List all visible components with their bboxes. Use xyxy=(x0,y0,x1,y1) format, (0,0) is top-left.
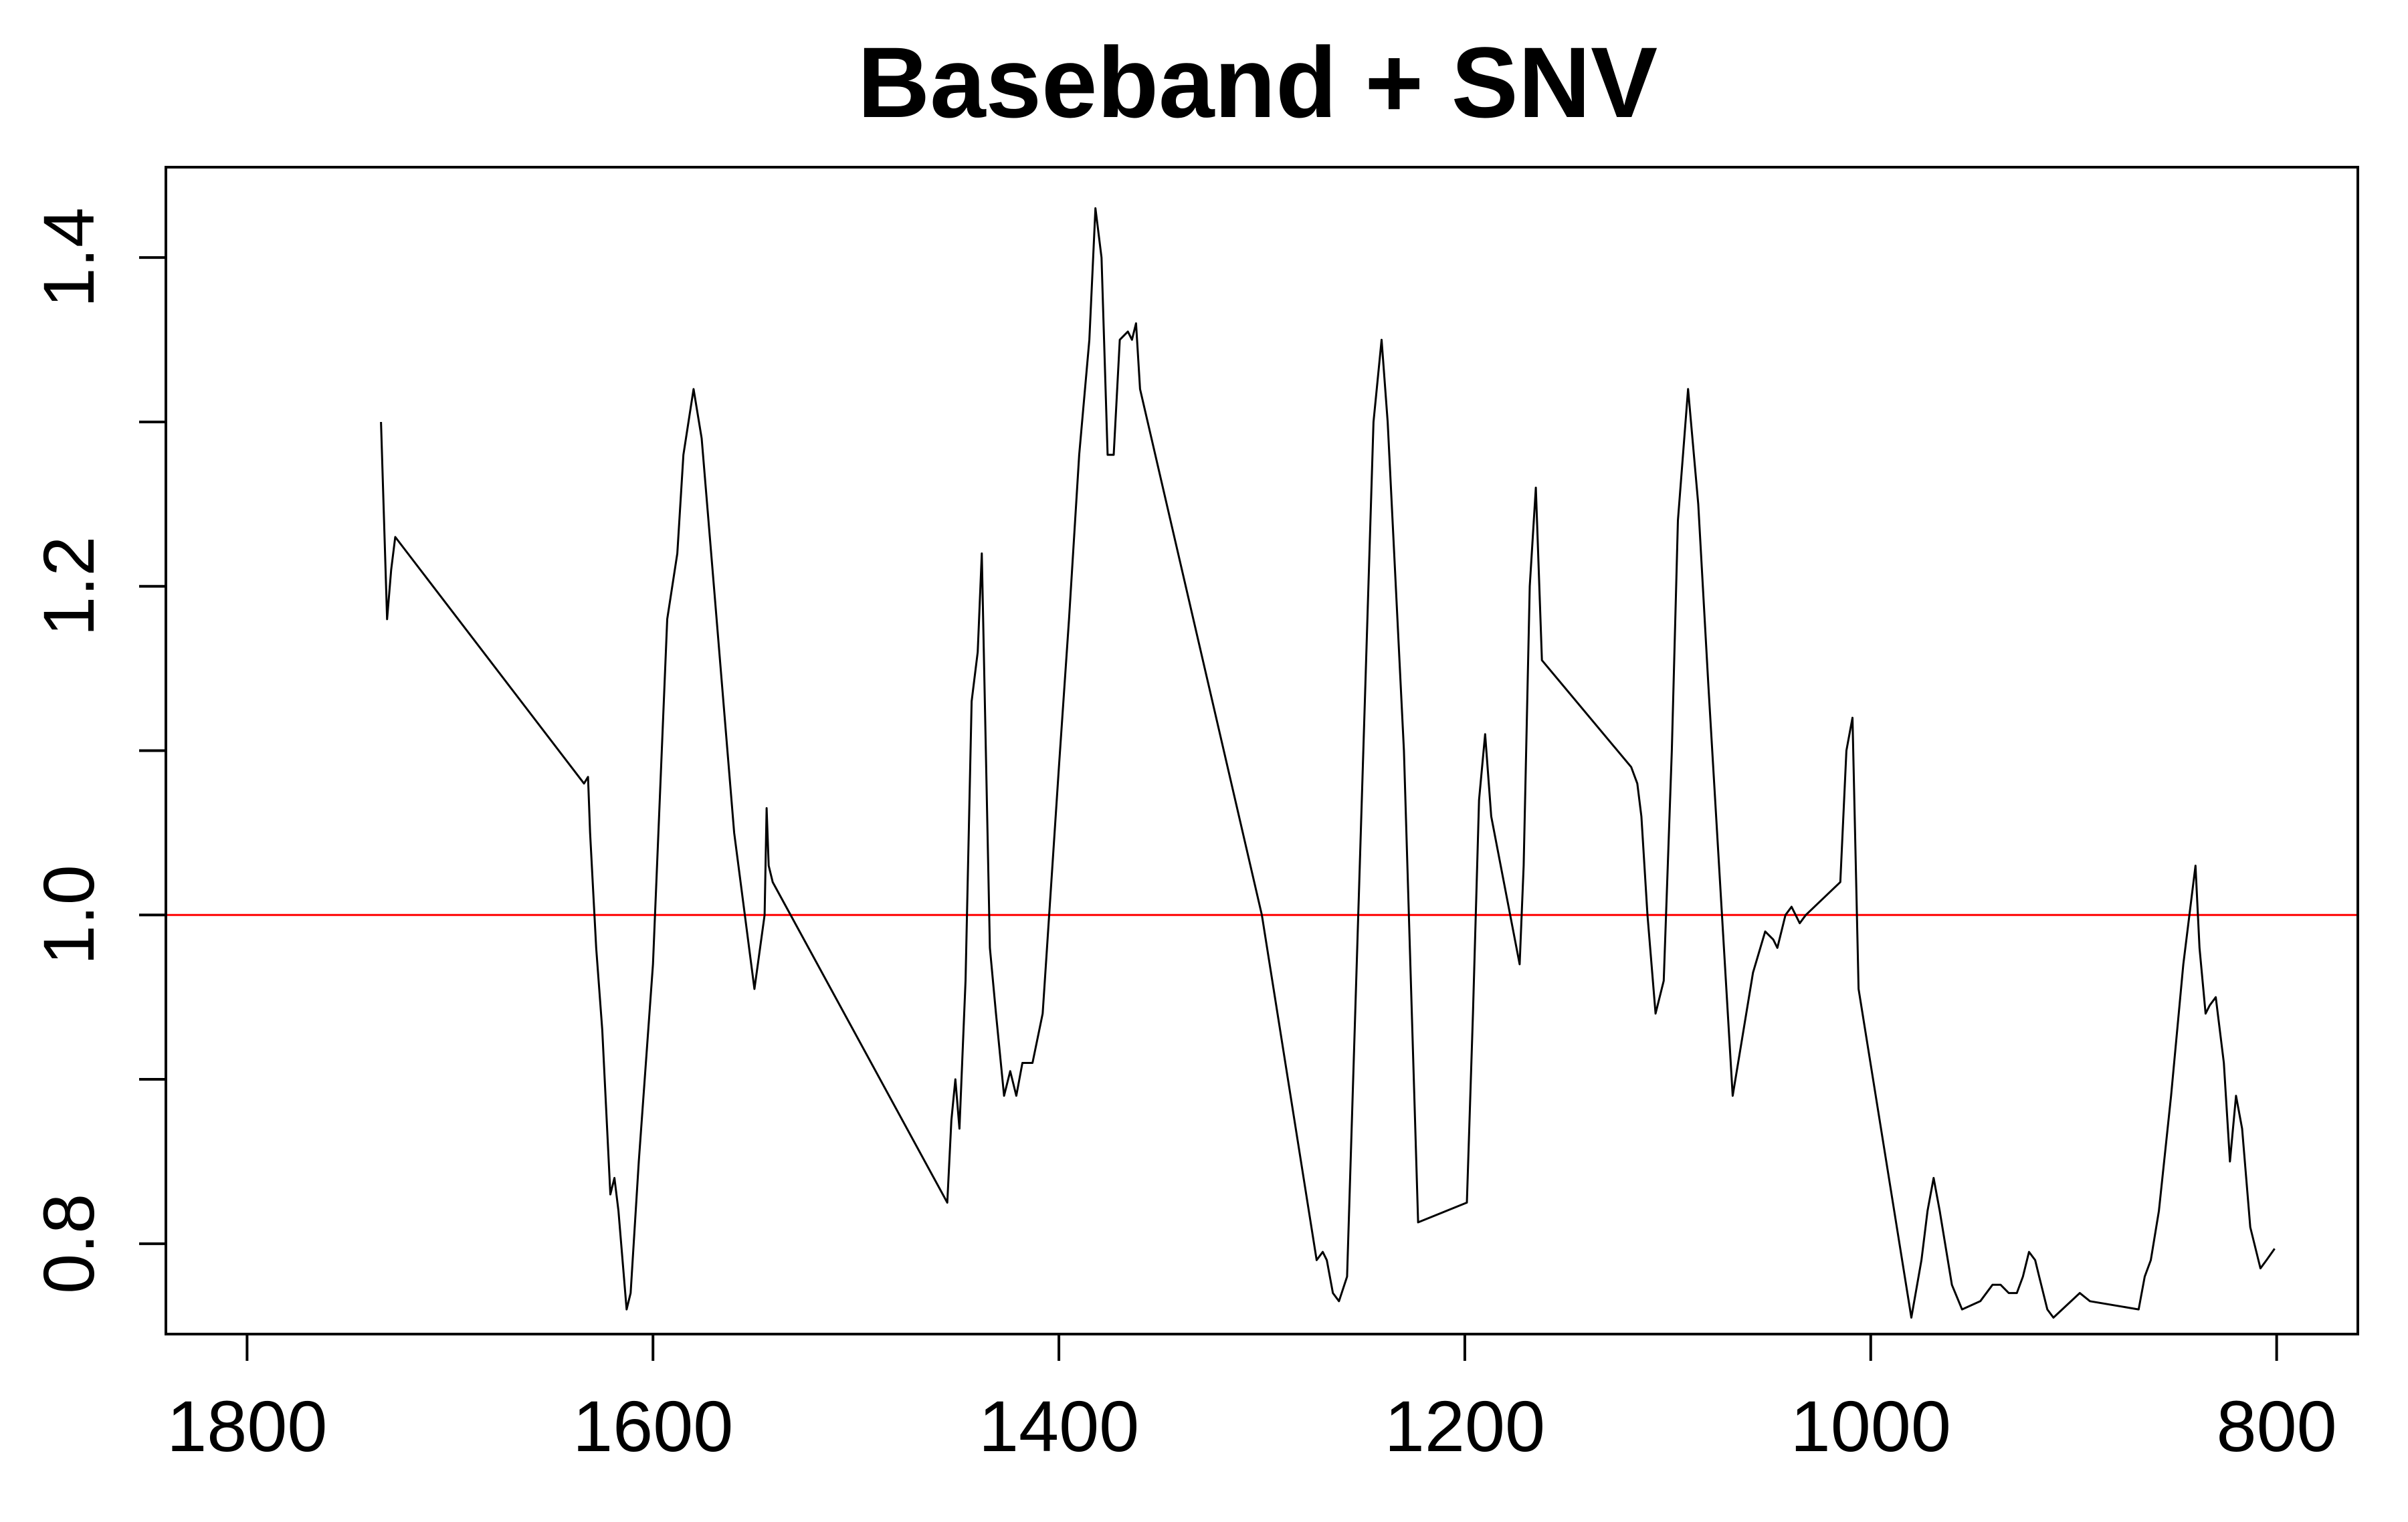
y-tick-label: 1.2 xyxy=(28,536,109,637)
y-tick-label: 1.4 xyxy=(28,207,109,308)
y-axis: 0.8 1.0 1.2 1.4 xyxy=(28,207,167,1294)
chart-title: Baseband + SNV xyxy=(858,26,1658,138)
x-tick-label: 1600 xyxy=(573,1386,733,1466)
x-tick-label: 1000 xyxy=(1791,1386,1951,1466)
y-tick-label: 0.8 xyxy=(28,1194,109,1294)
series-line-0 xyxy=(380,207,2276,1319)
x-tick-label: 800 xyxy=(2217,1386,2337,1466)
plot-area xyxy=(166,207,2358,1319)
x-axis: 1800 1600 1400 1200 1000 800 xyxy=(167,1333,2337,1466)
x-tick-label: 1400 xyxy=(979,1386,1139,1466)
x-tick-label: 1200 xyxy=(1385,1386,1545,1466)
plot-frame xyxy=(165,166,2359,1335)
y-tick-label: 1.0 xyxy=(28,865,109,965)
x-tick-label: 1800 xyxy=(167,1386,327,1466)
